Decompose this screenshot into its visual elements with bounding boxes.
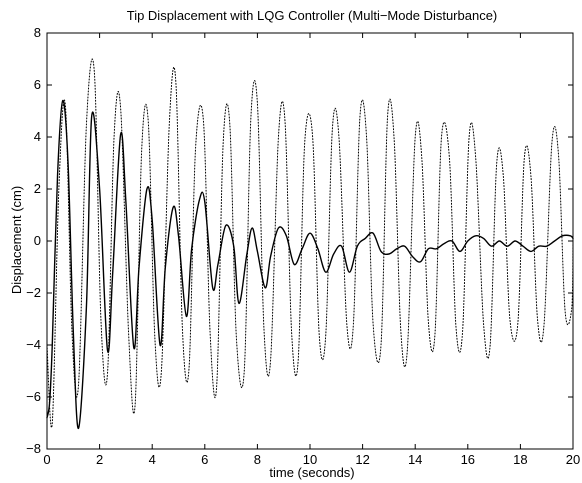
x-tick-label: 10 — [303, 452, 317, 467]
y-tick-label: −4 — [26, 337, 41, 352]
x-tick-label: 18 — [513, 452, 527, 467]
chart-title: Tip Displacement with LQG Controller (Mu… — [127, 8, 498, 23]
x-tick-label: 20 — [566, 452, 580, 467]
x-tick-label: 4 — [149, 452, 156, 467]
y-tick-label: 6 — [34, 77, 41, 92]
y-tick-label: 2 — [34, 181, 41, 196]
y-tick-label: 0 — [34, 233, 41, 248]
y-tick-label: −8 — [26, 441, 41, 456]
x-tick-label: 6 — [201, 452, 208, 467]
x-tick-label: 12 — [355, 452, 369, 467]
x-tick-label: 0 — [43, 452, 50, 467]
y-tick-label: −6 — [26, 389, 41, 404]
y-tick-label: −2 — [26, 285, 41, 300]
y-tick-label: 4 — [34, 129, 41, 144]
y-axis-label: Displacement (cm) — [9, 186, 24, 294]
x-tick-label: 14 — [408, 452, 422, 467]
plot-frame — [46, 32, 574, 450]
x-tick-label: 8 — [254, 452, 261, 467]
y-tick-label: 8 — [34, 25, 41, 40]
x-tick-label: 16 — [461, 452, 475, 467]
series-line-dotted — [46, 58, 574, 428]
x-axis-label: time (seconds) — [269, 465, 354, 480]
x-tick-label: 2 — [96, 452, 103, 467]
series-line-solid — [46, 99, 574, 429]
